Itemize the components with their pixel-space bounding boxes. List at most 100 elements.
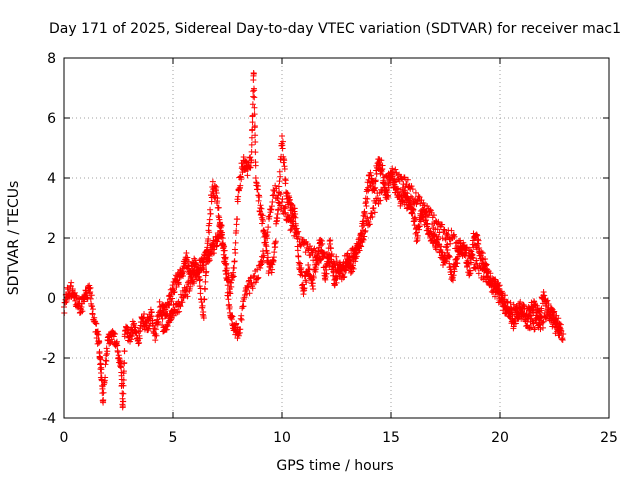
data-point — [457, 237, 464, 244]
data-point — [235, 332, 242, 339]
data-point — [164, 322, 171, 329]
chart-title: Day 171 of 2025, Sidereal Day-to-day VTE… — [49, 21, 621, 37]
data-point — [199, 302, 206, 309]
data-point — [385, 194, 392, 201]
data-point — [179, 299, 186, 306]
data-point — [474, 232, 481, 239]
data-point — [434, 226, 441, 233]
data-point — [509, 311, 516, 318]
data-point — [223, 270, 230, 277]
y-tick-label: 8 — [47, 51, 56, 67]
data-point — [364, 195, 371, 202]
data-point — [327, 245, 334, 252]
data-point — [169, 295, 176, 302]
data-point — [444, 247, 451, 253]
data-point — [251, 111, 258, 118]
data-point — [120, 376, 127, 383]
data-point — [260, 248, 267, 255]
data-point — [484, 269, 491, 276]
data-point — [152, 337, 159, 344]
data-point — [309, 250, 316, 256]
data-point — [249, 101, 256, 108]
data-point — [330, 269, 337, 276]
data-point — [469, 251, 476, 258]
data-point — [226, 304, 233, 310]
data-point — [358, 243, 365, 250]
data-point — [266, 213, 273, 220]
data-point — [214, 195, 221, 202]
x-tick-label: 0 — [60, 430, 69, 446]
data-point — [483, 274, 490, 280]
data-point — [171, 288, 178, 295]
data-point — [102, 357, 109, 364]
data-point — [536, 322, 543, 328]
data-point — [512, 320, 519, 327]
data-point — [427, 206, 434, 213]
data-point — [231, 258, 238, 265]
data-point — [485, 272, 492, 279]
data-point — [156, 298, 163, 305]
data-point — [301, 285, 308, 292]
data-point — [269, 198, 276, 205]
data-point — [493, 285, 500, 292]
data-point — [275, 206, 282, 213]
data-point — [444, 241, 451, 248]
data-point — [238, 316, 245, 323]
data-point — [277, 202, 284, 209]
data-point — [116, 357, 123, 364]
data-point — [118, 363, 125, 370]
data-point — [310, 285, 317, 292]
data-point — [473, 231, 480, 238]
data-point — [120, 390, 127, 397]
data-point — [446, 253, 453, 260]
data-point — [213, 243, 220, 250]
series-SDTVAR — [61, 70, 565, 411]
y-tick-label: 2 — [47, 231, 56, 247]
data-point — [257, 265, 264, 271]
data-point — [103, 352, 110, 359]
data-point — [252, 162, 259, 169]
data-point — [234, 216, 241, 223]
data-point — [433, 246, 440, 253]
data-point — [319, 240, 326, 247]
data-point — [387, 175, 394, 182]
data-point — [309, 280, 316, 287]
data-point — [333, 253, 340, 260]
data-point — [248, 141, 255, 148]
data-point — [252, 279, 259, 286]
data-point — [279, 196, 286, 203]
data-point — [265, 224, 272, 231]
data-point — [202, 286, 209, 293]
data-point — [377, 197, 384, 204]
data-point — [255, 274, 262, 281]
data-point — [200, 315, 207, 322]
data-point — [483, 261, 490, 268]
data-point — [271, 249, 278, 256]
data-point — [214, 238, 221, 245]
data-point — [323, 270, 330, 277]
data-point — [416, 223, 423, 230]
data-point — [295, 253, 302, 260]
data-point — [114, 342, 121, 349]
data-point — [531, 326, 538, 333]
data-point — [248, 134, 255, 141]
data-point — [272, 238, 279, 245]
data-point — [120, 382, 127, 389]
data-point — [368, 210, 375, 217]
data-point — [132, 324, 139, 331]
data-point — [131, 320, 138, 327]
data-point — [145, 326, 152, 333]
x-tick-label: 25 — [600, 430, 618, 446]
plot-frame — [63, 57, 610, 419]
data-point — [382, 187, 389, 194]
data-point — [411, 222, 418, 229]
data-point — [415, 193, 422, 200]
data-point — [252, 132, 259, 139]
data-point — [258, 205, 265, 212]
data-point — [246, 163, 253, 170]
data-point — [435, 233, 442, 240]
data-point — [297, 242, 304, 249]
data-point — [491, 279, 498, 286]
data-point — [112, 330, 119, 337]
data-point — [103, 345, 110, 352]
